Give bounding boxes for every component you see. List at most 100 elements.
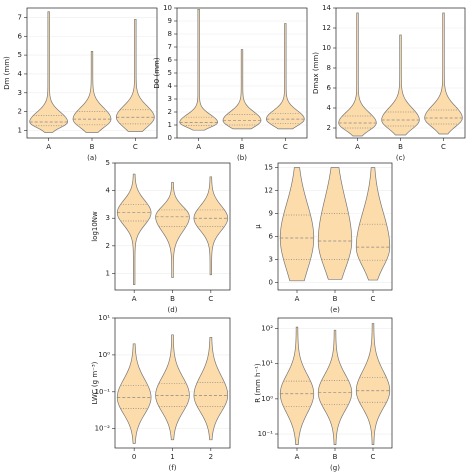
y-tick-label: 10¹	[98, 314, 110, 322]
y-tick-label: 14	[322, 4, 331, 12]
x-tick-label: A	[295, 295, 300, 303]
violin	[193, 336, 229, 441]
x-tick-label: B	[170, 295, 175, 303]
y-tick-label: 2	[106, 242, 110, 250]
violin	[279, 167, 315, 282]
x-tick-label: C	[441, 143, 446, 151]
y-tick-label: 7	[168, 43, 172, 51]
y-axis-label: log10Nw	[91, 211, 99, 242]
violin	[338, 12, 377, 137]
x-tick-label: B	[333, 453, 338, 461]
y-axis-label: μ	[254, 224, 262, 229]
violin	[115, 18, 155, 132]
violin	[116, 343, 152, 444]
panel-label: (c)	[396, 154, 406, 162]
y-tick-label: 9	[269, 209, 273, 217]
violin	[179, 8, 219, 131]
y-tick-label: 10⁻²	[95, 425, 111, 433]
violin	[317, 167, 353, 280]
x-tick-label: A	[46, 143, 51, 151]
plot-frame	[114, 317, 231, 449]
x-tick-label: 2	[209, 453, 213, 461]
violin	[266, 23, 305, 130]
x-tick-label: B	[398, 143, 403, 151]
y-tick-label: 0	[269, 278, 273, 286]
y-tick-label: 1	[168, 121, 172, 129]
plot-frame	[176, 7, 308, 139]
x-tick-label: B	[90, 143, 95, 151]
y-tick-label: 2	[18, 108, 22, 116]
y-tick-label: 10	[322, 44, 331, 52]
violin	[317, 329, 353, 445]
x-tick-label: C	[133, 143, 138, 151]
plot-frame	[26, 7, 158, 139]
violin	[155, 181, 190, 278]
x-tick-label: C	[371, 453, 376, 461]
y-axis-label: D0 (mm)	[153, 57, 161, 88]
panel-label: (f)	[169, 464, 177, 472]
y-tick-label: 9	[168, 17, 172, 25]
plot-frame	[277, 317, 393, 449]
y-tick-label: 12	[322, 24, 331, 32]
y-tick-label: 4	[106, 187, 111, 195]
y-tick-label: 10⁰	[261, 395, 273, 403]
y-tick-label: 6	[269, 232, 274, 240]
y-tick-label: 8	[327, 64, 331, 72]
y-tick-label: 7	[18, 13, 22, 21]
y-tick-label: 15	[264, 164, 273, 172]
y-tick-label: 10²	[261, 325, 273, 333]
y-tick-label: 5	[18, 51, 22, 59]
y-axis-label: Dmax (mm)	[312, 52, 320, 94]
violin	[355, 167, 391, 281]
y-tick-label: 2	[327, 124, 331, 132]
y-tick-label: 6	[327, 84, 332, 92]
violin	[72, 50, 112, 133]
plot-frame	[335, 7, 466, 139]
y-tick-label: 3	[269, 255, 273, 263]
y-tick-label: 12	[264, 187, 273, 195]
x-tick-label: 1	[170, 453, 174, 461]
x-tick-label: A	[355, 143, 360, 151]
y-tick-label: 10⁻¹	[95, 388, 111, 396]
y-tick-label: 5	[168, 69, 172, 77]
panel-label: (b)	[237, 154, 247, 162]
panel-label: (a)	[87, 154, 97, 162]
x-tick-label: A	[295, 453, 300, 461]
y-axis-label: R (mm h⁻¹)	[254, 363, 262, 403]
y-tick-label: 6	[168, 56, 173, 64]
x-tick-label: A	[196, 143, 201, 151]
x-tick-label: C	[371, 295, 376, 303]
violin	[222, 49, 262, 130]
plot-frame	[114, 162, 231, 291]
y-tick-label: 4	[18, 70, 23, 78]
y-tick-label: 4	[168, 82, 173, 90]
y-tick-label: 1	[106, 269, 110, 277]
x-tick-label: B	[333, 295, 338, 303]
violin	[193, 176, 229, 276]
y-tick-label: 1	[18, 126, 22, 134]
y-tick-label: 10¹	[261, 360, 273, 368]
x-tick-label: C	[283, 143, 288, 151]
y-axis-label: LWC (g m⁻³)	[91, 361, 99, 404]
y-axis-label: Dm (mm)	[3, 56, 11, 90]
violin	[29, 11, 69, 133]
y-tick-label: 3	[106, 214, 110, 222]
panel-label: (d)	[168, 306, 178, 314]
violin	[155, 334, 190, 441]
y-tick-label: 4	[327, 104, 332, 112]
y-tick-label: 10	[163, 4, 172, 12]
x-tick-label: B	[240, 143, 245, 151]
violin	[116, 173, 152, 285]
y-tick-label: 2	[168, 108, 172, 116]
violin	[355, 323, 391, 445]
violin	[381, 34, 420, 136]
panel-label: (g)	[330, 464, 340, 472]
y-tick-label: 10⁰	[98, 351, 110, 359]
y-tick-label: 8	[168, 30, 172, 38]
y-tick-label: 10⁻¹	[258, 430, 274, 438]
y-tick-label: 3	[18, 89, 22, 97]
y-tick-label: 3	[168, 95, 172, 103]
x-tick-label: C	[208, 295, 213, 303]
violin	[279, 326, 315, 445]
x-tick-label: A	[132, 295, 137, 303]
